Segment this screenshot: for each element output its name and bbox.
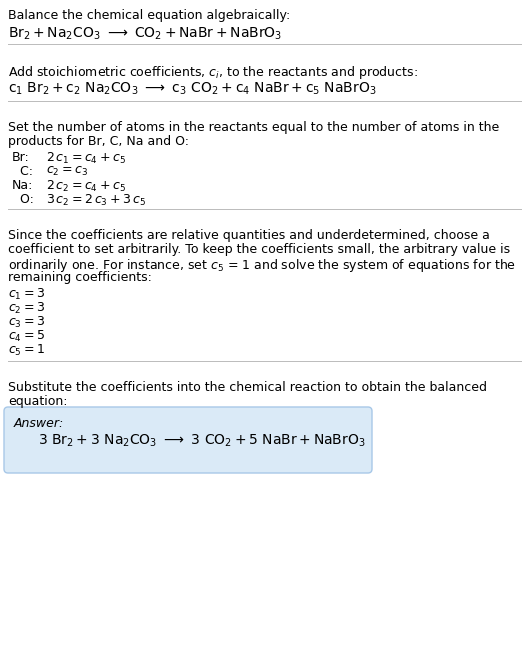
Text: $\mathrm{Br_2 + Na_2CO_3 \ \longrightarrow \ CO_2 + NaBr + NaBrO_3}$: $\mathrm{Br_2 + Na_2CO_3 \ \longrightarr… <box>8 26 282 43</box>
Text: Answer:: Answer: <box>14 417 64 430</box>
Text: $\mathrm{3\ Br_2 + 3\ Na_2CO_3 \ \longrightarrow \ 3\ CO_2 + 5\ NaBr + NaBrO_3}$: $\mathrm{3\ Br_2 + 3\ Na_2CO_3 \ \longri… <box>38 433 366 450</box>
Text: $c_3 = 3$: $c_3 = 3$ <box>8 315 45 330</box>
Text: $2\,c_2 = c_4 + c_5$: $2\,c_2 = c_4 + c_5$ <box>46 179 126 194</box>
Text: $\mathrm{c_1\ Br_2 + c_2\ Na_2CO_3 \ \longrightarrow \ c_3\ CO_2 + c_4\ NaBr + c: $\mathrm{c_1\ Br_2 + c_2\ Na_2CO_3 \ \lo… <box>8 81 377 98</box>
Text: remaining coefficients:: remaining coefficients: <box>8 271 152 284</box>
Text: products for Br, C, Na and O:: products for Br, C, Na and O: <box>8 135 189 148</box>
Text: Br:: Br: <box>12 151 30 164</box>
Text: Balance the chemical equation algebraically:: Balance the chemical equation algebraica… <box>8 9 290 22</box>
Text: Substitute the coefficients into the chemical reaction to obtain the balanced: Substitute the coefficients into the che… <box>8 381 487 394</box>
Text: coefficient to set arbitrarily. To keep the coefficients small, the arbitrary va: coefficient to set arbitrarily. To keep … <box>8 243 510 256</box>
Text: $c_5 = 1$: $c_5 = 1$ <box>8 343 45 358</box>
Text: $c_2 = 3$: $c_2 = 3$ <box>8 301 45 316</box>
Text: Na:: Na: <box>12 179 33 192</box>
FancyBboxPatch shape <box>4 407 372 473</box>
Text: Add stoichiometric coefficients, $c_i$, to the reactants and products:: Add stoichiometric coefficients, $c_i$, … <box>8 64 418 81</box>
Text: $3\,c_2 = 2\,c_3 + 3\,c_5$: $3\,c_2 = 2\,c_3 + 3\,c_5$ <box>46 193 146 208</box>
Text: equation:: equation: <box>8 395 68 408</box>
Text: Since the coefficients are relative quantities and underdetermined, choose a: Since the coefficients are relative quan… <box>8 229 490 242</box>
Text: $c_1 = 3$: $c_1 = 3$ <box>8 287 45 302</box>
Text: Set the number of atoms in the reactants equal to the number of atoms in the: Set the number of atoms in the reactants… <box>8 121 499 134</box>
Text: O:: O: <box>12 193 34 206</box>
Text: ordinarily one. For instance, set $c_5$ = 1 and solve the system of equations fo: ordinarily one. For instance, set $c_5$ … <box>8 257 516 274</box>
Text: C:: C: <box>12 165 33 178</box>
Text: $2\,c_1 = c_4 + c_5$: $2\,c_1 = c_4 + c_5$ <box>46 151 126 166</box>
Text: $c_4 = 5$: $c_4 = 5$ <box>8 329 45 344</box>
Text: $c_2 = c_3$: $c_2 = c_3$ <box>46 165 88 178</box>
